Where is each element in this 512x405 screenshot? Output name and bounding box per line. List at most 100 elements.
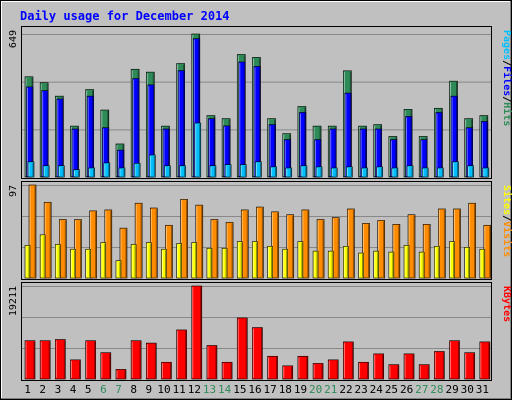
bar-kbytes — [373, 353, 385, 380]
bar-sites — [130, 244, 137, 279]
bar-pages — [194, 122, 202, 178]
x-tick-label: 17 — [264, 383, 277, 396]
x-tick-label: 16 — [248, 383, 261, 396]
bar-kbytes — [191, 285, 203, 380]
bar-kbytes — [70, 359, 81, 380]
bar-kbytes — [252, 327, 263, 380]
bar-pages — [164, 165, 171, 178]
bar-kbytes — [479, 341, 491, 380]
x-tick-label: 3 — [55, 383, 62, 396]
chart-title: Daily usage for December 2014 — [20, 9, 230, 23]
legend-item: Pages — [501, 30, 512, 60]
bar-pages — [330, 167, 338, 178]
bar-sites — [403, 245, 410, 279]
bar-sites — [39, 234, 46, 279]
bar-sites — [161, 248, 167, 279]
legend-item: Hits — [501, 102, 512, 126]
bar-pages — [103, 162, 111, 178]
bar-kbytes — [130, 340, 142, 380]
bar-pages — [255, 161, 262, 178]
bar-pages — [270, 166, 277, 178]
bar-kbytes — [312, 363, 324, 380]
bar-files — [177, 70, 185, 178]
bar-visits — [468, 202, 476, 279]
bar-kbytes — [358, 361, 369, 380]
bar-pages — [376, 166, 384, 178]
bar-sites — [282, 248, 289, 279]
bar-kbytes — [161, 361, 172, 380]
bar-pages — [58, 165, 65, 178]
bar-pages — [148, 154, 156, 178]
bar-pages — [73, 169, 80, 178]
bar-sites — [176, 243, 182, 279]
bar-kbytes — [236, 317, 248, 380]
bar-visits — [331, 217, 340, 279]
bar-sites — [373, 250, 380, 279]
legend-item: KBytes — [501, 286, 512, 322]
bar-sites — [479, 248, 486, 279]
x-tick-label: 8 — [130, 383, 137, 396]
bar-sites — [312, 250, 319, 279]
bar-files — [481, 121, 489, 178]
bar-kbytes — [39, 340, 51, 380]
bar-kbytes — [282, 365, 294, 380]
x-tick-label: 25 — [385, 383, 398, 396]
x-tick-label: 24 — [370, 383, 384, 396]
bar-pages — [224, 164, 232, 178]
x-tick-label: 28 — [430, 383, 443, 396]
bar-kbytes — [206, 345, 218, 380]
bar-pages — [315, 166, 323, 178]
bar-pages — [437, 167, 444, 178]
bar-pages — [467, 165, 474, 178]
bar-sites — [115, 260, 122, 279]
bar-files — [344, 92, 352, 178]
x-tick-label: 2 — [39, 383, 46, 396]
y-max-label-kbytes: 19211 — [8, 286, 19, 316]
bar-sites — [327, 250, 334, 279]
x-tick-label: 7 — [115, 383, 122, 396]
x-tick-label: 15 — [233, 383, 246, 396]
x-tick-label: 19 — [294, 383, 307, 396]
x-tick-label: 29 — [445, 383, 458, 396]
bar-files — [56, 98, 64, 178]
bar-kbytes — [327, 359, 339, 380]
bar-files — [435, 112, 443, 178]
bar-kbytes — [449, 340, 460, 380]
bar-pages — [361, 167, 368, 178]
x-tick-label: 13 — [203, 383, 216, 396]
bar-sites — [267, 246, 273, 279]
x-tick-label: 22 — [339, 383, 352, 396]
bar-pages — [391, 167, 399, 178]
legend-item: Sites — [501, 185, 512, 215]
x-tick-label: 27 — [415, 383, 428, 396]
legend-visits: Sites/Visits — [501, 185, 512, 257]
bar-kbytes — [297, 355, 309, 380]
x-tick-label: 9 — [146, 383, 153, 396]
x-axis: 1 2 3 4 5 6 7 8 9 10 11 12 13 14 15 16 17 18 19 20 21 22 23 24 2… — [24, 383, 489, 396]
bar-visits — [134, 202, 143, 279]
bar-files — [41, 90, 49, 178]
x-tick-label: 21 — [324, 383, 337, 396]
x-tick-label: 12 — [188, 383, 201, 396]
bar-kbytes — [100, 352, 112, 380]
bar-visits — [377, 220, 386, 279]
bar-sites — [434, 246, 440, 279]
bar-sites — [358, 252, 364, 279]
x-tick-label: 18 — [279, 383, 292, 396]
bar-sites — [449, 241, 455, 279]
x-tick-label: 5 — [85, 383, 92, 396]
bar-pages — [88, 167, 95, 178]
bar-kbytes — [115, 369, 127, 380]
bar-kbytes — [388, 364, 400, 380]
bar-kbytes — [145, 342, 157, 380]
bar-kbytes — [418, 364, 430, 380]
bar-pages — [300, 165, 308, 178]
panel-hits: 649 Pages/Files/Hits — [8, 26, 512, 179]
x-tick-label: 10 — [157, 383, 170, 396]
x-tick-label: 31 — [476, 383, 489, 396]
bar-kbytes — [464, 352, 475, 380]
bar-sites — [191, 242, 198, 279]
bar-sites — [24, 245, 31, 279]
